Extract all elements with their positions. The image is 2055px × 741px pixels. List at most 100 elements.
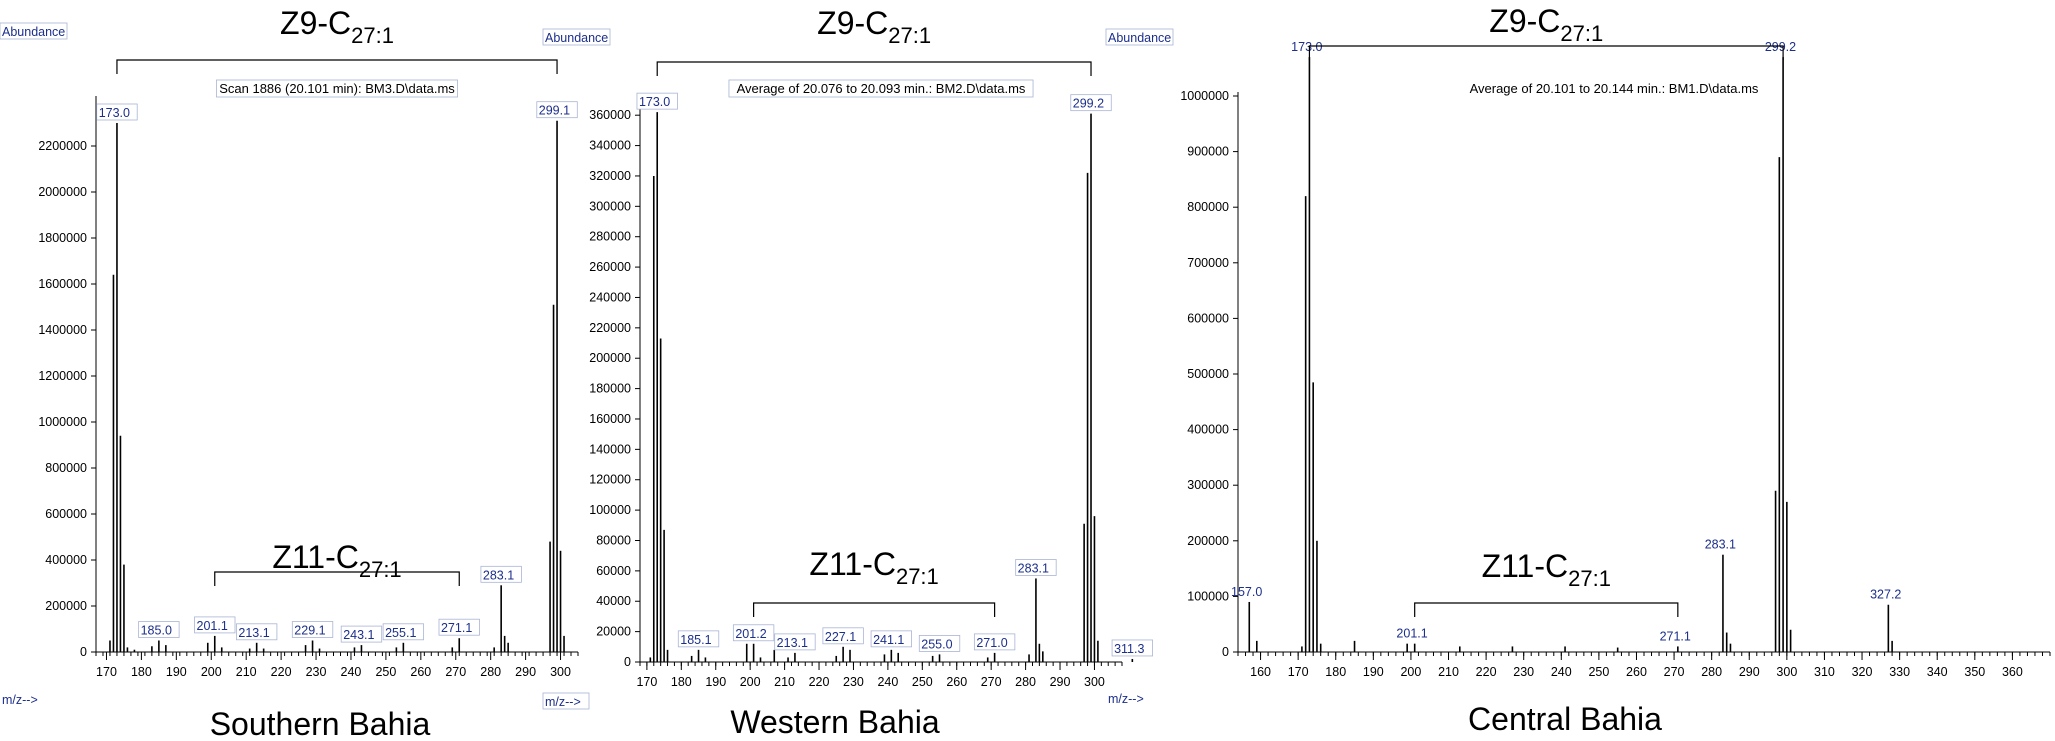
x-tick-label: 180 bbox=[131, 665, 152, 679]
y-tick-label: 300000 bbox=[1187, 478, 1229, 492]
spectrum-header: Scan 1886 (20.101 min): BM3.D\data.ms bbox=[219, 81, 455, 96]
peak-label-box bbox=[870, 630, 912, 648]
x-tick-label: 260 bbox=[1626, 665, 1647, 679]
x-axis-title-right: m/z--> bbox=[545, 695, 581, 709]
bracket-label-main: Z9-C bbox=[817, 5, 888, 41]
y-tick-label: 20000 bbox=[596, 625, 631, 639]
x-tick-label: 300 bbox=[1776, 665, 1797, 679]
peak-label-box bbox=[340, 625, 383, 643]
bracket bbox=[1414, 602, 1679, 617]
x-tick-label: 220 bbox=[271, 665, 292, 679]
peak-label-box bbox=[96, 103, 138, 121]
spectrum-header-box bbox=[728, 79, 1034, 98]
x-tick-label: 270 bbox=[445, 665, 466, 679]
x-tick-label: 240 bbox=[877, 675, 898, 689]
x-tick-label: 190 bbox=[1363, 665, 1384, 679]
bracket-label-subscript: 27:1 bbox=[351, 23, 394, 48]
y-tick-label: 1800000 bbox=[38, 231, 87, 245]
peak-label: 255.0 bbox=[921, 637, 952, 651]
x-tick-label: 350 bbox=[1964, 665, 1985, 679]
y-axis-title-box bbox=[1105, 28, 1174, 46]
x-tick-label: 280 bbox=[1015, 675, 1036, 689]
peak-label-box bbox=[194, 616, 236, 634]
bracket bbox=[656, 61, 1092, 76]
chart-panel-3: 0 100000 200000 300000 400000 500000 600000 700… bbox=[1180, 3, 2051, 737]
x-tick-label: 200 bbox=[1400, 665, 1421, 679]
x-tick-label: 290 bbox=[1739, 665, 1760, 679]
x-tick-label: 200 bbox=[740, 675, 761, 689]
x-tick-label: 310 bbox=[1814, 665, 1835, 679]
peak-label: 283.1 bbox=[1018, 561, 1049, 575]
peak-label: 185.1 bbox=[680, 633, 711, 647]
x-tick-label: 330 bbox=[1889, 665, 1910, 679]
bracket bbox=[753, 602, 996, 617]
panel-caption: Western Bahia bbox=[730, 704, 940, 740]
y-axis-title-right: Abundance bbox=[545, 31, 608, 45]
bracket bbox=[214, 571, 460, 586]
peak-label-box bbox=[236, 623, 278, 641]
chart-panel-2: 0 20000 40000 60000 80000 100000 120000 140000 1… bbox=[589, 5, 1174, 740]
x-tick-label: 250 bbox=[912, 675, 933, 689]
x-tick-label: 230 bbox=[843, 675, 864, 689]
y-tick-label: 700000 bbox=[1187, 256, 1229, 270]
y-tick-label: 200000 bbox=[45, 599, 87, 613]
bracket-label-subscript: 27:1 bbox=[1560, 21, 1603, 46]
spectrum-header-box bbox=[216, 79, 458, 98]
y-tick-label: 100000 bbox=[589, 503, 631, 517]
x-tick-label: 270 bbox=[1664, 665, 1685, 679]
bracket-label-main: Z9-C bbox=[1489, 3, 1560, 39]
peak-label: 241.1 bbox=[873, 633, 904, 647]
peak-label: 271.0 bbox=[976, 636, 1007, 650]
peak-label-box bbox=[973, 633, 1016, 651]
y-tick-label: 300000 bbox=[589, 199, 631, 213]
x-tick-label: 200 bbox=[201, 665, 222, 679]
peak-label-box bbox=[536, 101, 578, 119]
y-tick-label: 0 bbox=[80, 645, 87, 659]
bracket-label-main: Z11-C bbox=[272, 539, 359, 575]
peak-label: 157.0 bbox=[1231, 585, 1262, 599]
panel-caption: Central Bahia bbox=[1468, 701, 1662, 737]
peak-label-box bbox=[438, 618, 480, 636]
bracket-label-main: Z11-C bbox=[809, 546, 896, 582]
panels-layer: 0200000400000600000800000100000012000001… bbox=[0, 3, 2051, 741]
x-tick-label: 220 bbox=[809, 675, 830, 689]
bracket-label-subscript: 27:1 bbox=[1568, 566, 1611, 591]
bracket-label-subscript: 27:1 bbox=[888, 23, 931, 48]
peak-label: 255.1 bbox=[385, 626, 416, 640]
y-axis-title-right-box bbox=[542, 28, 611, 46]
x-tick-label: 190 bbox=[166, 665, 187, 679]
x-tick-label: 260 bbox=[946, 675, 967, 689]
x-tick-label: 250 bbox=[375, 665, 396, 679]
y-axis-title-box bbox=[0, 22, 68, 40]
peak-label-box bbox=[480, 565, 522, 583]
peak-label: 201.1 bbox=[1396, 627, 1427, 641]
peak-label-box bbox=[636, 92, 678, 110]
y-axis-title: Abundance bbox=[1108, 31, 1171, 45]
x-tick-label: 160 bbox=[1250, 665, 1271, 679]
bracket bbox=[116, 59, 558, 74]
peak-label: 227.1 bbox=[825, 630, 856, 644]
y-tick-label: 40000 bbox=[596, 594, 631, 608]
bracket bbox=[1308, 45, 1784, 60]
peak-label-box bbox=[732, 624, 775, 642]
y-tick-label: 280000 bbox=[589, 230, 631, 244]
peak-label: 299.2 bbox=[1073, 97, 1104, 111]
bracket-label-subscript: 27:1 bbox=[896, 564, 939, 589]
x-tick-label: 340 bbox=[1927, 665, 1948, 679]
y-tick-label: 1000000 bbox=[1180, 89, 1229, 103]
y-tick-label: 360000 bbox=[589, 108, 631, 122]
x-tick-label: 270 bbox=[981, 675, 1002, 689]
x-tick-label: 210 bbox=[774, 675, 795, 689]
y-tick-label: 1400000 bbox=[38, 323, 87, 337]
x-tick-label: 290 bbox=[1050, 675, 1071, 689]
y-tick-label: 260000 bbox=[589, 260, 631, 274]
x-tick-label: 180 bbox=[1325, 665, 1346, 679]
y-tick-label: 1000000 bbox=[38, 415, 87, 429]
y-tick-label: 160000 bbox=[589, 412, 631, 426]
x-tick-label: 230 bbox=[1513, 665, 1534, 679]
y-tick-label: 2000000 bbox=[38, 185, 87, 199]
x-tick-label: 360 bbox=[2002, 665, 2023, 679]
peak-label-box bbox=[291, 621, 334, 638]
x-tick-label: 300 bbox=[1084, 675, 1105, 689]
peak-label: 299.1 bbox=[539, 104, 570, 118]
